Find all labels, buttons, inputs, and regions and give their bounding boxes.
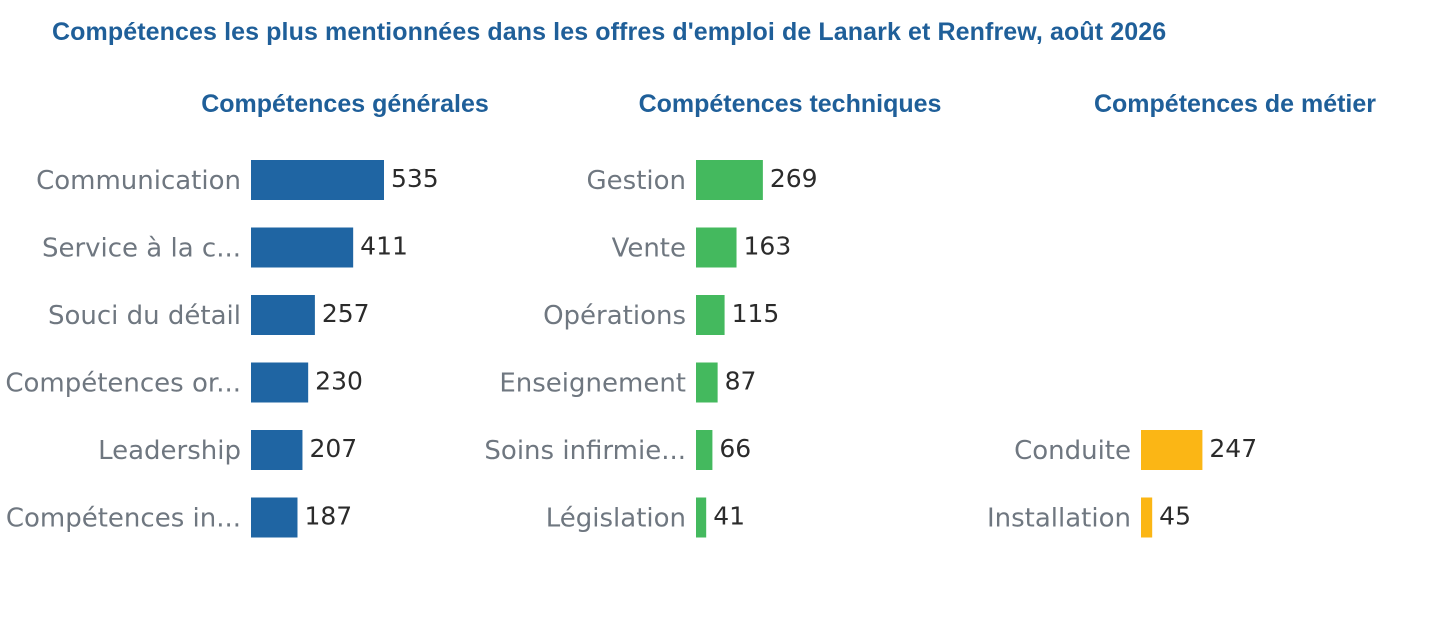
data-label: 115 [732,299,780,328]
chart-panel-2: Compétences techniques Gestion 269 Vente 163… [484,90,941,538]
category-label: Opérations [543,301,686,331]
bar [251,160,384,200]
panel-title: Compétences de métier [1094,90,1376,118]
bar [696,430,713,470]
data-label: 163 [744,232,792,261]
category-label: Communication [36,166,241,196]
category-label: Compétences or... [5,369,241,399]
data-label: 411 [360,232,408,261]
category-label: Gestion [587,166,687,196]
bar [251,227,354,268]
data-label: 535 [391,164,439,193]
category-label: Souci du détail [48,301,241,331]
bar [251,295,315,335]
panel-title: Compétences générales [201,90,489,118]
category-label: Service à la c... [42,234,241,264]
category-label: Vente [612,234,686,264]
data-label: 66 [719,434,751,463]
category-label: Conduite [1014,436,1131,466]
data-label: 230 [315,367,363,396]
data-label: 247 [1209,434,1257,463]
chart-panel-1: Compétences générales Communication 535 Ser… [5,90,489,538]
bar [251,362,309,403]
data-label: 187 [304,502,352,531]
data-label: 41 [713,502,745,531]
panel-title: Compétences techniques [639,90,942,118]
bar [696,362,718,403]
category-label: Enseignement [499,369,686,399]
data-label: 269 [770,164,818,193]
category-label: Compétences in... [6,504,241,534]
category-label: Installation [987,504,1131,534]
category-label: Leadership [98,436,241,466]
bar [251,430,303,470]
chart-panel-3: Compétences de métier Conduite 247 Installa… [987,90,1376,538]
data-label: 207 [309,434,357,463]
data-label: 257 [322,299,370,328]
data-label: 45 [1159,502,1191,531]
category-label: Soins infirmie... [484,436,686,466]
bar [696,295,725,335]
bar [696,497,707,538]
data-label: 87 [725,367,757,396]
chart-title: Compétences les plus mentionnées dans le… [52,18,1167,46]
bar [696,160,763,200]
bar [251,497,298,538]
category-label: Législation [546,504,686,534]
bar [696,227,737,268]
bar [1141,497,1153,538]
bar [1141,430,1203,470]
